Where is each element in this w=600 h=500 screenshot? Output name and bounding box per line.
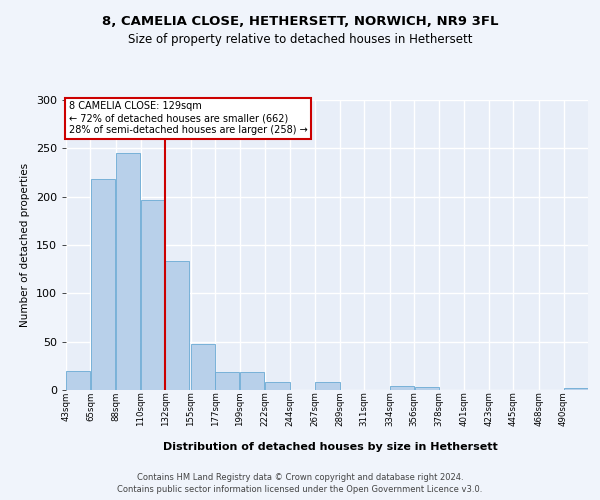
Bar (66, 370, 91, 390)
Bar (116, 153, 140, 390)
Bar (415, 387, 439, 390)
Text: Size of property relative to detached houses in Hethersett: Size of property relative to detached ho… (128, 32, 472, 46)
Bar (165, 262, 190, 390)
Bar (215, 372, 239, 390)
Text: Distribution of detached houses by size in Hethersett: Distribution of detached houses by size … (163, 442, 497, 452)
Text: 8 CAMELIA CLOSE: 129sqm
← 72% of detached houses are smaller (662)
28% of semi-d: 8 CAMELIA CLOSE: 129sqm ← 72% of detache… (68, 102, 307, 134)
Bar (390, 386, 414, 390)
Bar (191, 344, 215, 390)
Bar (141, 200, 165, 390)
Bar (265, 382, 290, 390)
Text: 8, CAMELIA CLOSE, HETHERSETT, NORWICH, NR9 3FL: 8, CAMELIA CLOSE, HETHERSETT, NORWICH, N… (102, 15, 498, 28)
Bar (240, 372, 264, 390)
Text: Contains HM Land Registry data © Crown copyright and database right 2024.: Contains HM Land Registry data © Crown c… (137, 472, 463, 482)
Y-axis label: Number of detached properties: Number of detached properties (20, 163, 30, 327)
Text: Contains public sector information licensed under the Open Government Licence v3: Contains public sector information licen… (118, 485, 482, 494)
Bar (316, 382, 340, 390)
Bar (91, 180, 115, 390)
Bar (563, 388, 588, 390)
